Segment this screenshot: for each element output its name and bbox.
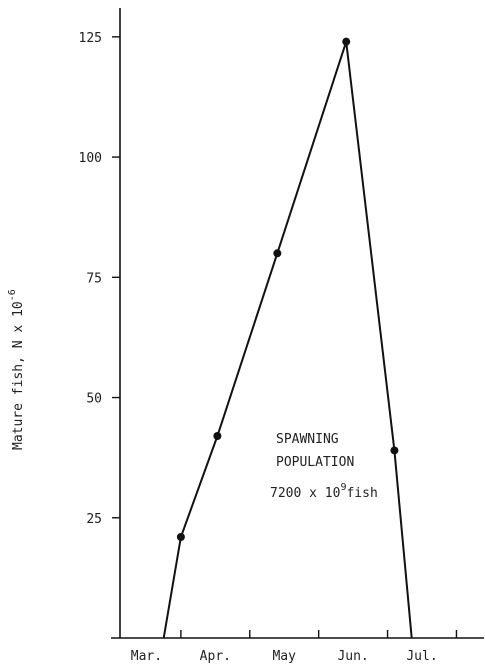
x-tick-label: May xyxy=(272,649,296,664)
x-tick-label: Mar. xyxy=(131,649,162,664)
x-tick-label: Jul. xyxy=(406,649,437,664)
x-tick-label: Apr. xyxy=(200,649,231,664)
data-point xyxy=(213,432,222,441)
y-tick-label: 50 xyxy=(86,392,102,407)
series xyxy=(162,37,413,639)
y-tick-label: 75 xyxy=(86,271,102,286)
x-ticks: Mar. Apr. May Jun. Jul. xyxy=(131,630,458,664)
data-point xyxy=(342,37,351,46)
annotation: SPAWNING POPULATION 7200 x 109fish xyxy=(270,432,378,501)
y-tick-label: 25 xyxy=(86,512,102,527)
y-axis-label: Mature fish, N x 10-6 xyxy=(7,289,26,450)
data-point xyxy=(273,249,282,258)
annotation-line1: SPAWNING xyxy=(276,432,339,447)
annotation-exponent: 9 xyxy=(340,482,346,493)
data-point xyxy=(176,533,185,542)
data-point xyxy=(390,446,399,455)
y-axis-label-text: Mature fish, N x 10 xyxy=(11,301,26,450)
y-tick-label: 125 xyxy=(79,31,102,46)
y-ticks: 25 50 75 100 125 xyxy=(79,31,120,527)
y-axis-label-exponent: -6 xyxy=(7,289,18,301)
annotation-suffix: fish xyxy=(346,486,377,501)
y-tick-label: 100 xyxy=(79,151,102,166)
series-line xyxy=(162,41,413,639)
x-tick-label: Jun. xyxy=(337,649,368,664)
annotation-line3: 7200 x 109fish xyxy=(270,482,378,501)
annotation-line2: POPULATION xyxy=(276,455,354,470)
annotation-prefix: 7200 x 10 xyxy=(270,486,340,501)
